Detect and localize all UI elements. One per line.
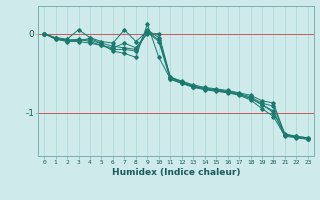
- X-axis label: Humidex (Indice chaleur): Humidex (Indice chaleur): [112, 168, 240, 177]
